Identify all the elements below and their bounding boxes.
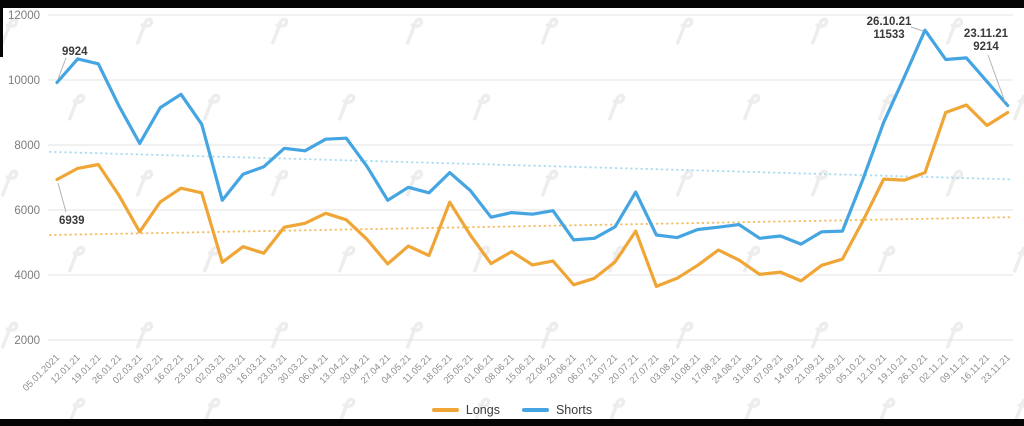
watermark-logo-icon (1013, 245, 1024, 273)
watermark-logo-icon (68, 245, 86, 273)
legend-item-longs[interactable]: Longs (431, 403, 500, 417)
watermark-logo-icon (1, 17, 19, 45)
x-axis-labels: 05.01.202112.01.2119.01.2126.01.2102.03.… (21, 352, 1013, 393)
shorts-line (55, 28, 1010, 246)
watermark-logo-icon (676, 321, 694, 349)
watermark-logo-icon (68, 93, 86, 121)
left-black-strip (0, 8, 3, 57)
watermark-logo-icon (878, 397, 896, 425)
watermark-logo-icon (743, 93, 761, 121)
annotation-pointer-line (57, 182, 67, 213)
watermark-logo-icon (338, 245, 356, 273)
watermark-logo-icon (1, 321, 19, 349)
y-axis-tick-label: 8000 (14, 140, 40, 152)
longs-trend-line (49, 216, 1014, 237)
annotations: 9924 6939 26.10.21 11533 23.11.21 9214 (57, 16, 1009, 227)
watermark-logo-icon (1013, 397, 1024, 425)
y-grid: 12000 10000 8000 6000 4000 2000 (8, 10, 1013, 347)
watermark-logo-icon (946, 17, 964, 45)
watermark-logo-icon (676, 17, 694, 45)
watermark-logo-icon (406, 17, 424, 45)
y-axis-tick-label: 6000 (14, 205, 40, 217)
watermark-logo-icon (338, 397, 356, 425)
annotation-pointer-line (910, 26, 924, 32)
watermark-logo-icon (271, 169, 289, 197)
watermark-logo-icon (271, 321, 289, 349)
chart-legend: Longs Shorts (0, 402, 1024, 418)
watermark-logo-icon (811, 321, 829, 349)
watermark-logo-icon (946, 169, 964, 197)
watermark-logo-icon (946, 321, 964, 349)
watermark-logo-icon (406, 321, 424, 349)
annotation-label: 26.10.21 11533 (867, 16, 912, 41)
watermark-logo-icon (541, 321, 559, 349)
annotation-label: 6939 (59, 215, 85, 227)
watermark-logo-icon (473, 397, 491, 425)
watermark-logo-icon (68, 397, 86, 425)
watermark-logo-icon (878, 245, 896, 273)
watermark-logo-icon (338, 93, 356, 121)
y-axis-tick-label: 12000 (8, 10, 40, 22)
watermark-logo-icon (811, 17, 829, 45)
longs-line (55, 103, 1010, 288)
watermark-logo-icon (271, 17, 289, 45)
watermark-logo-icon (136, 169, 154, 197)
watermark-logo-icon (406, 169, 424, 197)
y-axis-tick-label: 10000 (8, 75, 40, 87)
legend-label-shorts: Shorts (555, 403, 593, 417)
watermark-logo-icon (1013, 93, 1024, 121)
watermark-logo-icon (473, 93, 491, 121)
legend-swatch-longs (431, 408, 459, 412)
watermark-logo-icon (676, 169, 694, 197)
watermark-layer (1, 17, 1024, 425)
top-black-bar (0, 0, 1024, 8)
watermark-logo-icon (1, 169, 19, 197)
watermark-logo-icon (203, 397, 221, 425)
watermark-logo-icon (743, 245, 761, 273)
annotation-label: 9924 (62, 46, 88, 58)
y-axis-tick-label: 2000 (14, 335, 40, 347)
legend-item-shorts[interactable]: Shorts (521, 403, 593, 417)
watermark-logo-icon (541, 17, 559, 45)
legend-swatch-shorts (521, 408, 549, 412)
legend-label-longs: Longs (465, 403, 500, 417)
watermark-logo-icon (136, 321, 154, 349)
annotation-pointer-line (987, 54, 1006, 103)
watermark-logo-icon (608, 93, 626, 121)
watermark-logo-icon (136, 17, 154, 45)
watermark-logo-icon (743, 397, 761, 425)
annotation-label: 23.11.21 9214 (964, 28, 1009, 53)
bottom-black-bar (0, 419, 1024, 426)
watermark-logo-icon (203, 93, 221, 121)
y-axis-tick-label: 4000 (14, 270, 40, 282)
watermark-logo-icon (541, 169, 559, 197)
annotation-pointer-line (57, 57, 67, 80)
watermark-logo-icon (608, 397, 626, 425)
